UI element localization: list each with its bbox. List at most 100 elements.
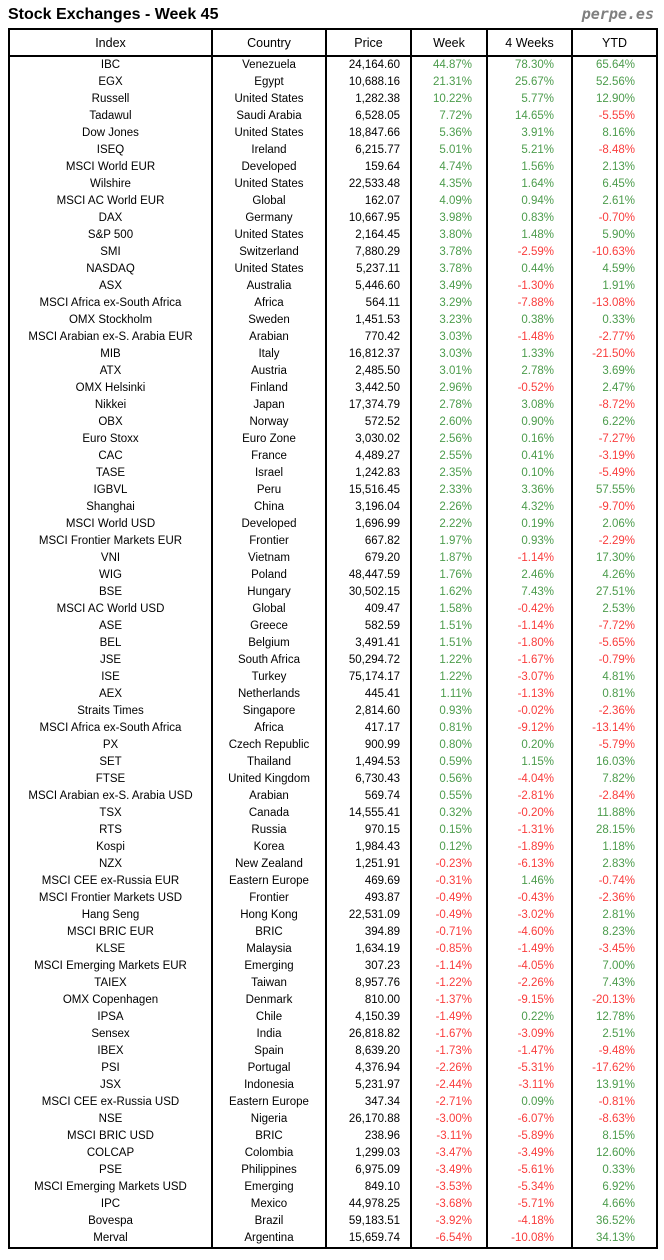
price-cell: 15,516.45	[325, 482, 412, 499]
ytd-cell: -2.29%	[571, 533, 658, 550]
table-row: MSCI Africa ex-South Africa Africa 417.17 0…	[8, 720, 658, 737]
week-cell: 3.03%	[410, 346, 488, 363]
country-cell: Poland	[211, 567, 327, 584]
week-cell: 0.81%	[410, 720, 488, 737]
four-weeks-cell: 3.08%	[486, 397, 573, 414]
table-row: CAC France 4,489.27 2.55% 0.41% -3.19%	[8, 448, 658, 465]
index-cell: MSCI AC World EUR	[8, 193, 213, 210]
week-cell: 1.51%	[410, 635, 488, 652]
week-cell: 4.09%	[410, 193, 488, 210]
price-cell: 3,030.02	[325, 431, 412, 448]
country-cell: India	[211, 1026, 327, 1043]
price-cell: 493.87	[325, 890, 412, 907]
country-cell: Germany	[211, 210, 327, 227]
price-cell: 1,494.53	[325, 754, 412, 771]
week-cell: 1.11%	[410, 686, 488, 703]
price-cell: 5,446.60	[325, 278, 412, 295]
ytd-cell: -5.55%	[571, 108, 658, 125]
index-cell: Shanghai	[8, 499, 213, 516]
column-header-week: Week	[410, 28, 488, 57]
price-cell: 770.42	[325, 329, 412, 346]
ytd-cell: -13.08%	[571, 295, 658, 312]
country-cell: Thailand	[211, 754, 327, 771]
table-row: Merval Argentina 15,659.74 -6.54% -10.08% 34.…	[8, 1230, 658, 1248]
index-cell: MSCI Emerging Markets EUR	[8, 958, 213, 975]
four-weeks-cell: -0.20%	[486, 805, 573, 822]
table-row: MSCI Africa ex-South Africa Africa 564.11 3…	[8, 295, 658, 312]
week-cell: 5.36%	[410, 125, 488, 142]
four-weeks-cell: -5.34%	[486, 1179, 573, 1196]
country-cell: Global	[211, 193, 327, 210]
week-cell: -3.68%	[410, 1196, 488, 1213]
ytd-cell: -8.48%	[571, 142, 658, 159]
country-cell: Colombia	[211, 1145, 327, 1162]
price-cell: 15,659.74	[325, 1230, 412, 1248]
week-cell: 2.60%	[410, 414, 488, 431]
ytd-cell: 2.06%	[571, 516, 658, 533]
table-row: MSCI Arabian ex-S. Arabia USD Arabian 569.…	[8, 788, 658, 805]
four-weeks-cell: -1.13%	[486, 686, 573, 703]
ytd-cell: 4.26%	[571, 567, 658, 584]
week-cell: -2.71%	[410, 1094, 488, 1111]
four-weeks-cell: -1.31%	[486, 822, 573, 839]
ytd-cell: 12.78%	[571, 1009, 658, 1026]
ytd-cell: 17.30%	[571, 550, 658, 567]
price-cell: 582.59	[325, 618, 412, 635]
week-cell: 21.31%	[410, 74, 488, 91]
week-cell: -0.85%	[410, 941, 488, 958]
price-cell: 4,376.94	[325, 1060, 412, 1077]
ytd-cell: -9.48%	[571, 1043, 658, 1060]
index-cell: TSX	[8, 805, 213, 822]
week-cell: 0.80%	[410, 737, 488, 754]
week-cell: -3.49%	[410, 1162, 488, 1179]
price-cell: 8,957.76	[325, 975, 412, 992]
column-header-index: Index	[8, 28, 213, 57]
price-cell: 3,196.04	[325, 499, 412, 516]
four-weeks-cell: 3.36%	[486, 482, 573, 499]
table-row: MSCI BRIC USD BRIC 238.96 -3.11% -5.89% 8.15%	[8, 1128, 658, 1145]
index-cell: PSI	[8, 1060, 213, 1077]
price-cell: 75,174.17	[325, 669, 412, 686]
week-cell: 2.55%	[410, 448, 488, 465]
index-cell: PSE	[8, 1162, 213, 1179]
ytd-cell: 34.13%	[571, 1230, 658, 1248]
four-weeks-cell: 25.67%	[486, 74, 573, 91]
index-cell: Bovespa	[8, 1213, 213, 1230]
country-cell: Argentina	[211, 1230, 327, 1248]
ytd-cell: -5.79%	[571, 737, 658, 754]
country-cell: Japan	[211, 397, 327, 414]
table-row: MSCI CEE ex-Russia USD Eastern Europe 347.…	[8, 1094, 658, 1111]
table-row: IBC Venezuela 24,164.60 44.87% 78.30% 65.64%	[8, 56, 658, 74]
index-cell: IBC	[8, 56, 213, 74]
four-weeks-cell: -2.59%	[486, 244, 573, 261]
ytd-cell: -5.65%	[571, 635, 658, 652]
ytd-cell: 52.56%	[571, 74, 658, 91]
four-weeks-cell: -2.26%	[486, 975, 573, 992]
country-cell: BRIC	[211, 924, 327, 941]
table-row: IGBVL Peru 15,516.45 2.33% 3.36% 57.55%	[8, 482, 658, 499]
four-weeks-cell: -3.07%	[486, 669, 573, 686]
four-weeks-cell: -4.05%	[486, 958, 573, 975]
price-cell: 44,978.25	[325, 1196, 412, 1213]
country-cell: Taiwan	[211, 975, 327, 992]
week-cell: -3.00%	[410, 1111, 488, 1128]
index-cell: BEL	[8, 635, 213, 652]
index-cell: Merval	[8, 1230, 213, 1248]
country-cell: United States	[211, 176, 327, 193]
ytd-cell: 0.33%	[571, 312, 658, 329]
index-cell: IPC	[8, 1196, 213, 1213]
table-row: Hang Seng Hong Kong 22,531.09 -0.49% -3.02% 2…	[8, 907, 658, 924]
week-cell: 10.22%	[410, 91, 488, 108]
four-weeks-cell: -5.89%	[486, 1128, 573, 1145]
index-cell: MSCI CEE ex-Russia USD	[8, 1094, 213, 1111]
country-cell: Africa	[211, 295, 327, 312]
four-weeks-cell: -9.12%	[486, 720, 573, 737]
week-cell: -2.26%	[410, 1060, 488, 1077]
four-weeks-cell: 0.20%	[486, 737, 573, 754]
table-row: OBX Norway 572.52 2.60% 0.90% 6.22%	[8, 414, 658, 431]
four-weeks-cell: 14.65%	[486, 108, 573, 125]
index-cell: NASDAQ	[8, 261, 213, 278]
price-cell: 26,818.82	[325, 1026, 412, 1043]
country-cell: Korea	[211, 839, 327, 856]
ytd-cell: 2.61%	[571, 193, 658, 210]
